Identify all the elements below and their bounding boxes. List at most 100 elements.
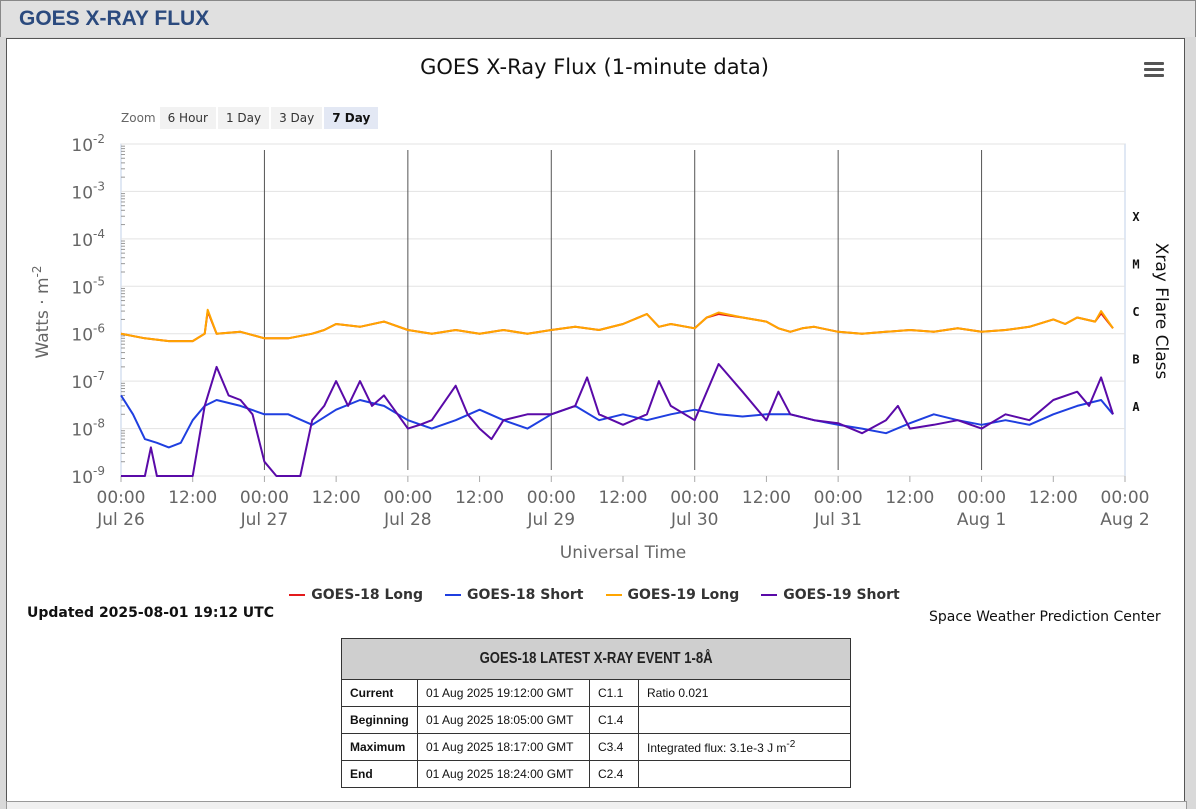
event-table-title: GOES-18 LATEST X-RAY EVENT 1-8Å xyxy=(341,638,851,680)
legend-label: GOES-18 Short xyxy=(467,587,584,603)
row-label: Beginning xyxy=(341,706,418,734)
row-class: C3.4 xyxy=(589,733,639,761)
series-line-goes-19-short xyxy=(121,363,1114,477)
y-tick-label: 10-8 xyxy=(71,417,105,441)
x-tick-time-label: 00:00 xyxy=(1101,488,1150,508)
legend-swatch xyxy=(289,594,306,596)
row-time: 01 Aug 2025 18:05:00 GMT xyxy=(417,706,590,734)
y-tick-label: 10-6 xyxy=(71,322,105,346)
bottom-scroll-strip xyxy=(6,801,1187,809)
y-axis-title: Watts · m-2 xyxy=(30,265,53,358)
page-title: GOES X-RAY FLUX xyxy=(19,7,210,30)
table-row: Beginning 01 Aug 2025 18:05:00 GMT C1.4 xyxy=(341,706,851,734)
x-tick-time-label: 00:00 xyxy=(527,488,576,508)
flare-class-label: C xyxy=(1132,305,1139,319)
legend-label: GOES-18 Long xyxy=(311,587,424,603)
row-label: End xyxy=(341,760,418,788)
chart-legend: GOES-18 Long GOES-18 Short GOES-19 Long … xyxy=(0,587,1189,603)
x-tick-time-label: 12:00 xyxy=(168,488,217,508)
flare-class-label: A xyxy=(1132,400,1140,414)
flare-class-label: M xyxy=(1132,258,1139,272)
x-tick-time-label: 00:00 xyxy=(97,488,146,508)
y-tick-label: 10-5 xyxy=(71,274,105,298)
updated-timestamp: Updated 2025-08-01 19:12 UTC xyxy=(27,605,274,621)
row-note: Integrated flux: 3.1e-3 J m-2 xyxy=(638,733,851,761)
x-tick-time-label: 12:00 xyxy=(885,488,934,508)
y-tick-exponent: -8 xyxy=(93,417,105,431)
row-class: C1.1 xyxy=(589,679,639,707)
zoom-1-day-button[interactable]: 1 Day xyxy=(217,107,270,129)
credit-text: Space Weather Prediction Center xyxy=(929,609,1161,625)
series-line-goes-19-long xyxy=(120,308,1114,343)
x-tick-time-label: 00:00 xyxy=(957,488,1006,508)
row-label: Current xyxy=(341,679,418,707)
zoom-3-day-button[interactable]: 3 Day xyxy=(271,107,323,129)
x-tick-date-label: Jul 26 xyxy=(96,510,145,530)
x-tick-time-label: 00:00 xyxy=(670,488,719,508)
row-time: 01 Aug 2025 18:17:00 GMT xyxy=(417,733,590,761)
x-axis-title: Universal Time xyxy=(560,543,686,563)
event-table: Current 01 Aug 2025 19:12:00 GMT C1.1 Ra… xyxy=(341,679,851,788)
chart-menu-hamburger-icon[interactable] xyxy=(1144,62,1164,80)
x-tick-time-label: 12:00 xyxy=(312,488,361,508)
row-note: Ratio 0.021 xyxy=(638,679,851,707)
page-header: GOES X-RAY FLUX xyxy=(0,0,1196,37)
y-tick-label: 10-3 xyxy=(71,179,105,203)
x-tick-time-label: 00:00 xyxy=(814,488,863,508)
table-row: Maximum 01 Aug 2025 18:17:00 GMT C3.4 In… xyxy=(341,733,851,761)
row-label: Maximum xyxy=(341,733,418,761)
x-tick-date-label: Aug 1 xyxy=(957,510,1006,530)
x-tick-date-label: Jul 31 xyxy=(813,510,862,530)
x-tick-time-label: 12:00 xyxy=(455,488,504,508)
legend-item-goes19-short[interactable]: GOES-19 Short xyxy=(761,587,900,603)
x-tick-date-label: Jul 29 xyxy=(527,510,576,530)
legend-swatch xyxy=(445,594,462,596)
y-tick-exponent: -5 xyxy=(93,274,105,288)
y-tick-exponent: -3 xyxy=(93,179,105,193)
legend-item-goes19-long[interactable]: GOES-19 Long xyxy=(605,587,740,603)
table-row: End 01 Aug 2025 18:24:00 GMT C2.4 xyxy=(341,760,851,788)
integrated-flux-exponent: -2 xyxy=(786,739,796,750)
y-tick-exponent: -2 xyxy=(93,132,105,146)
y-tick-exponent: -7 xyxy=(93,369,105,383)
legend-swatch xyxy=(761,594,778,596)
zoom-control: Zoom 6 Hour 1 Day 3 Day 7 Day xyxy=(121,106,380,130)
y2-axis-title: Xray Flare Class xyxy=(1151,243,1171,380)
y-tick-exponent: -4 xyxy=(93,227,105,241)
legend-label: GOES-19 Short xyxy=(783,587,900,603)
y-tick-exponent: -9 xyxy=(93,464,105,478)
zoom-label: Zoom xyxy=(121,111,156,125)
y-tick-label: 10-2 xyxy=(71,132,105,156)
legend-label: GOES-19 Long xyxy=(627,587,740,603)
y-tick-label: 10-9 xyxy=(71,464,105,488)
x-tick-time-label: 00:00 xyxy=(383,488,432,508)
legend-item-goes18-long[interactable]: GOES-18 Long xyxy=(289,587,423,603)
x-tick-date-label: Aug 2 xyxy=(1100,510,1149,530)
y-axis-title-exponent: -2 xyxy=(30,265,44,277)
x-tick-time-label: 00:00 xyxy=(240,488,289,508)
legend-item-goes18-short[interactable]: GOES-18 Short xyxy=(445,587,584,603)
x-tick-date-label: Jul 27 xyxy=(240,510,289,530)
y-tick-exponent: -6 xyxy=(93,322,105,336)
event-title-text: GOES-18 LATEST X-RAY EVENT 1-8Å xyxy=(479,650,713,667)
zoom-7-day-button[interactable]: 7 Day xyxy=(324,107,379,129)
legend-swatch xyxy=(605,594,622,596)
row-time: 01 Aug 2025 18:24:00 GMT xyxy=(417,760,590,788)
row-class: C1.4 xyxy=(589,706,639,734)
x-tick-date-label: Jul 28 xyxy=(383,510,432,530)
x-tick-time-label: 12:00 xyxy=(742,488,791,508)
zoom-6-hour-button[interactable]: 6 Hour xyxy=(159,107,216,129)
row-time: 01 Aug 2025 19:12:00 GMT xyxy=(417,679,590,707)
flare-class-label: B xyxy=(1132,353,1139,367)
row-class: C2.4 xyxy=(589,760,639,788)
row-note xyxy=(638,706,851,734)
table-row: Current 01 Aug 2025 19:12:00 GMT C1.1 Ra… xyxy=(341,679,851,707)
integrated-flux-text: Integrated flux: 3.1e-3 J m xyxy=(647,741,787,755)
y-tick-label: 10-4 xyxy=(71,227,105,251)
row-note xyxy=(638,760,851,788)
flare-class-label: X xyxy=(1132,210,1140,224)
y-tick-label: 10-7 xyxy=(71,369,105,393)
x-tick-date-label: Jul 30 xyxy=(670,510,719,530)
x-tick-time-label: 12:00 xyxy=(599,488,648,508)
